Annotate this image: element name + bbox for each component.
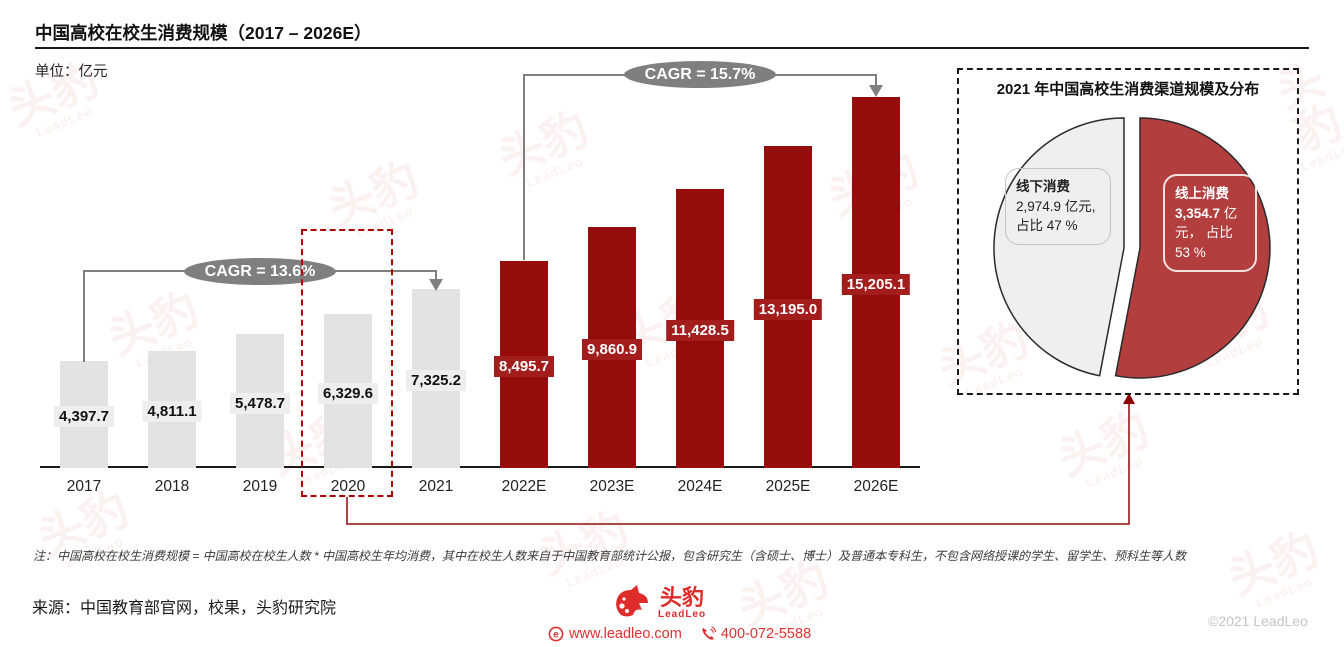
pie-label-offline-name: 线下消费 (1016, 179, 1070, 194)
x-axis-label-2026E: 2026E (853, 478, 899, 495)
title-divider (35, 47, 1309, 49)
bar-value-label-2024E: 11,428.5 (666, 320, 734, 341)
pie-label-offline-value: 2,974.9 亿元, (1016, 198, 1096, 214)
bar-group-2018: 4,811.1 2018 (128, 97, 216, 495)
pie-label-online-share2: 53 % (1175, 244, 1206, 260)
pie-slice-online (1114, 117, 1271, 379)
bar-value-label-2022E: 8,495.7 (493, 356, 555, 377)
x-axis-label-2019: 2019 (242, 478, 278, 495)
bar-value-label-2017: 4,397.7 (53, 406, 115, 427)
pie-label-online-share: 元， 占比 (1175, 225, 1233, 241)
page-title: 中国高校在校生消费规模（2017 – 2026E） (35, 23, 372, 43)
brand-subname: LeadLeo (658, 608, 707, 620)
bar-group-2021: 7,325.2 2021 (392, 97, 480, 495)
brand-watermark-subtext: LeadLeo (1083, 453, 1146, 491)
brand-name: 头豹 (660, 584, 705, 610)
pie-inset: 2021 年中国高校生消费渠道规模及分布 线下消费 2,974.9 亿元, 占比… (957, 68, 1299, 395)
brand-watermark-text: 头豹 (1220, 522, 1326, 605)
bar-value-label-2019: 5,478.7 (229, 393, 291, 414)
x-axis-label-2021: 2021 (418, 478, 454, 495)
footer-brand: 头豹 LeadLeo (612, 584, 706, 622)
bar-group-2023E: 9,860.9 2023E (568, 97, 656, 495)
bar-group-2017: 4,397.7 2017 (40, 97, 128, 495)
brand-watermark-subtext: LeadLeo (1253, 573, 1316, 611)
pie-label-online-value: 3,354.7 亿 (1175, 205, 1238, 221)
x-axis-label-2018: 2018 (154, 478, 190, 495)
bar-group-2026E: 15,205.1 2026E (832, 97, 920, 495)
x-axis-label-2025E: 2025E (765, 478, 811, 495)
brand-watermark-text: 头豹 (1050, 402, 1156, 485)
bar-group-2025E: 13,195.0 2025E (744, 97, 832, 495)
bar-value-label-2026E: 15,205.1 (841, 274, 911, 295)
brand-watermark-text: 头豹 (730, 552, 836, 635)
brand-watermark-text: 头豹 (530, 502, 636, 585)
cagr-bubble-forecast: CAGR = 15.7% (624, 61, 776, 88)
footer-contact: e www.leadleo.com 400-072-5588 (548, 626, 829, 642)
x-axis-label-2023E: 2023E (589, 478, 635, 495)
x-axis-label-2022E: 2022E (501, 478, 547, 495)
website-item: e www.leadleo.com (548, 626, 682, 642)
bar-chart: 4,397.7 2017 4,811.1 2018 5,478.7 2019 6,329.6… (40, 97, 920, 495)
pie-label-offline-share: 占比 47 % (1016, 218, 1078, 234)
pie-label-online-name: 线上消费 (1175, 186, 1229, 201)
pie-inset-title: 2021 年中国高校生消费渠道规模及分布 (996, 81, 1260, 98)
pie-chart (993, 117, 1271, 379)
leadleo-logo-icon (616, 585, 648, 617)
bar-value-label-2018: 4,811.1 (142, 401, 202, 422)
pie-label-online: 线上消费 3,354.7 亿 元， 占比 53 % (1163, 174, 1257, 273)
footnote: 注：中国高校在校生消费规模 = 中国高校在校生人数 * 中国高校生年均消费，其中… (33, 549, 1187, 563)
x-axis-label-2017: 2017 (66, 478, 102, 495)
brand-watermark-subtext: LeadLeo (1298, 137, 1344, 175)
unit-label: 单位：亿元 (35, 64, 108, 80)
bar-value-label-2021: 7,325.2 (405, 370, 467, 391)
phone-item: 400-072-5588 (700, 626, 811, 642)
pie-slice-offline (993, 117, 1125, 377)
bar-value-label-2023E: 9,860.9 (581, 339, 643, 360)
phone-text: 400-072-5588 (720, 626, 812, 642)
bar-value-label-2020: 6,329.6 (317, 383, 379, 404)
globe-icon: e (548, 626, 564, 642)
bar-value-label-2025E: 13,195.0 (753, 299, 823, 320)
website-text: www.leadleo.com (569, 626, 682, 642)
phone-icon (700, 626, 716, 642)
svg-text:e: e (553, 630, 559, 641)
pie-label-offline: 线下消费 2,974.9 亿元, 占比 47 % (1005, 168, 1111, 245)
bar-group-2022E: 8,495.7 2022E (480, 97, 568, 495)
highlight-box-2020 (301, 229, 393, 497)
bar-group-2024E: 11,428.5 2024E (656, 97, 744, 495)
x-axis-label-2024E: 2024E (677, 478, 723, 495)
copyright: ©2021 LeadLeo (1208, 613, 1308, 629)
source-line: 来源：中国教育部官网，校果，头豹研究院 (32, 600, 337, 617)
arrow-down-icon (869, 85, 883, 97)
